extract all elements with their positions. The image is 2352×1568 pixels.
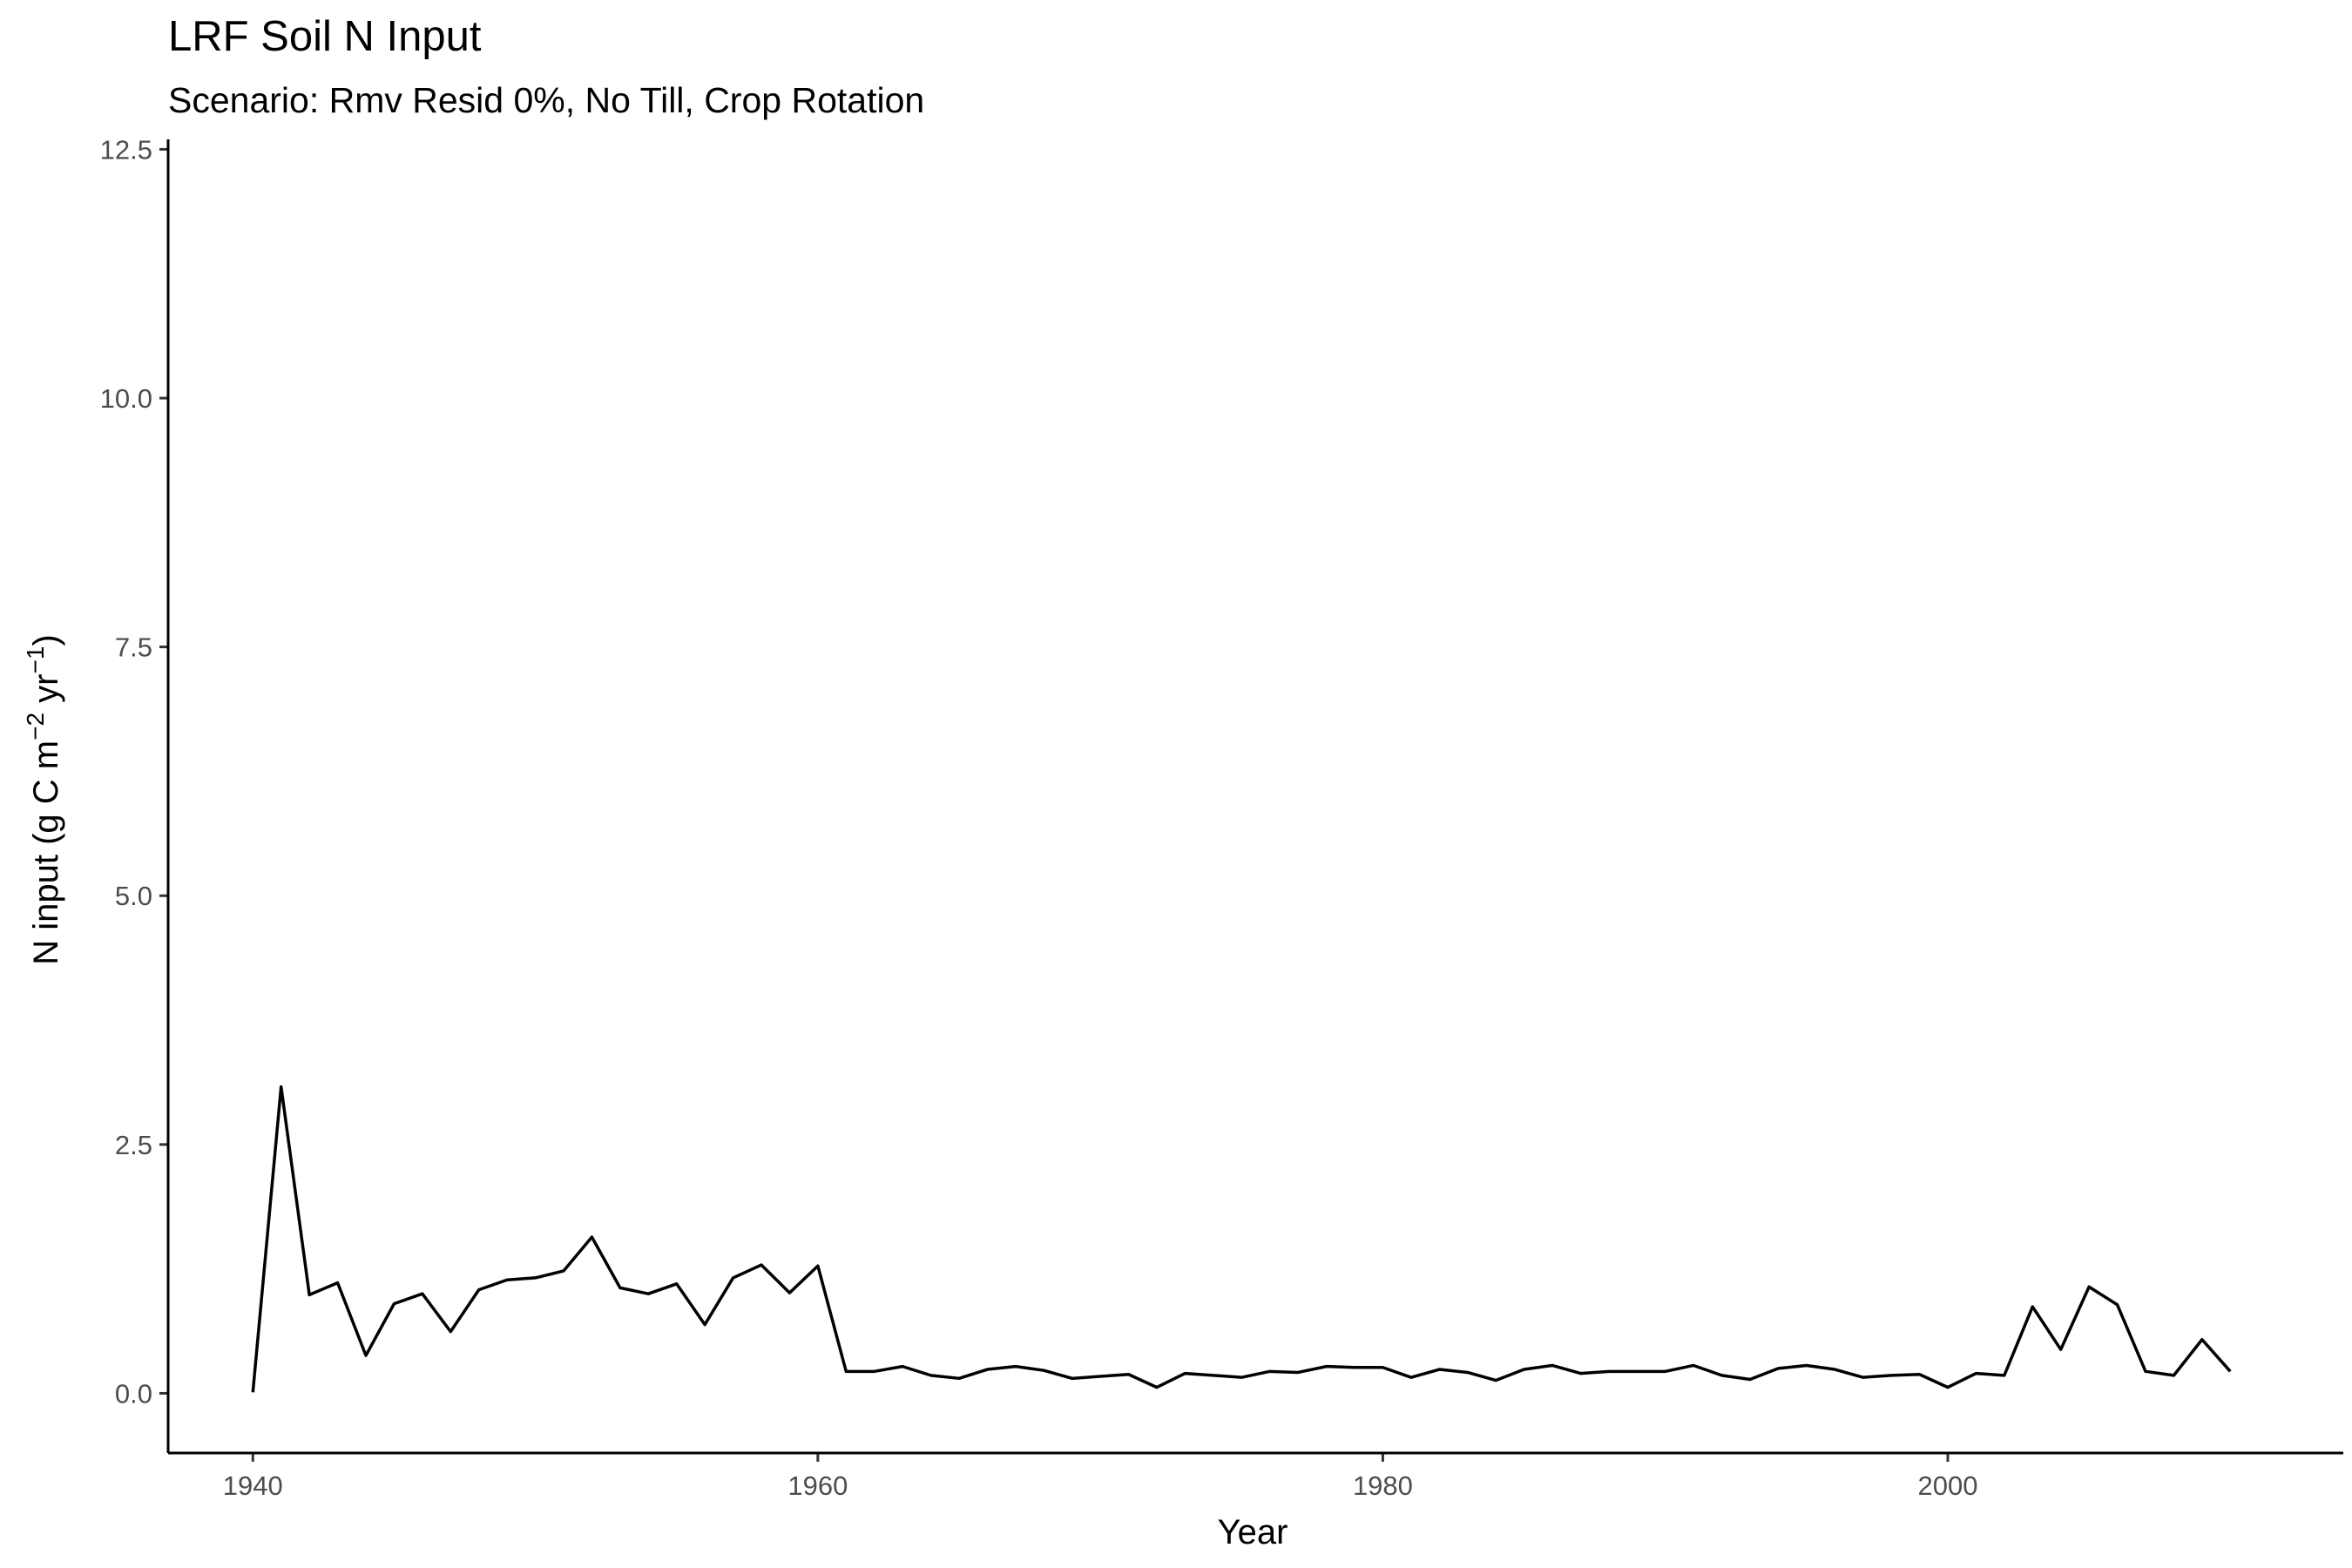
x-axis-title: Year xyxy=(1218,1513,1288,1551)
y-axis-title-mid: yr xyxy=(27,674,65,713)
y-tick-label: 12.5 xyxy=(100,134,152,165)
chart-title: LRF Soil N Input xyxy=(168,13,482,60)
y-axis-ticks: 0.0 2.5 5.0 7.5 10.0 12.5 xyxy=(100,134,168,1409)
y-axis-title-sup2: −1 xyxy=(22,646,49,674)
x-axis-ticks: 1940 1960 1980 2000 xyxy=(223,1453,1978,1501)
x-tick-label: 1980 xyxy=(1353,1470,1413,1501)
y-axis-title-sup1: −2 xyxy=(22,713,49,740)
y-tick-label: 0.0 xyxy=(115,1378,152,1409)
y-axis-title-prefix: N input (g C m xyxy=(27,740,65,965)
y-tick-label: 5.0 xyxy=(115,881,152,911)
series-group xyxy=(251,1085,2232,1393)
y-tick-label: 10.0 xyxy=(100,383,152,414)
chart-subtitle: Scenario: Rmv Resid 0%, No Till, Crop Ro… xyxy=(168,80,924,120)
y-axis-title: N input (g C m−2 yr−1) xyxy=(22,634,65,965)
x-tick-label: 1960 xyxy=(787,1470,848,1501)
y-axis-title-suffix: ) xyxy=(27,634,65,645)
x-tick-label: 2000 xyxy=(1918,1470,1978,1501)
y-tick-label: 2.5 xyxy=(115,1130,152,1160)
x-tick-label: 1940 xyxy=(223,1470,283,1501)
y-tick-label: 7.5 xyxy=(115,632,152,663)
series-line xyxy=(251,1085,2232,1393)
